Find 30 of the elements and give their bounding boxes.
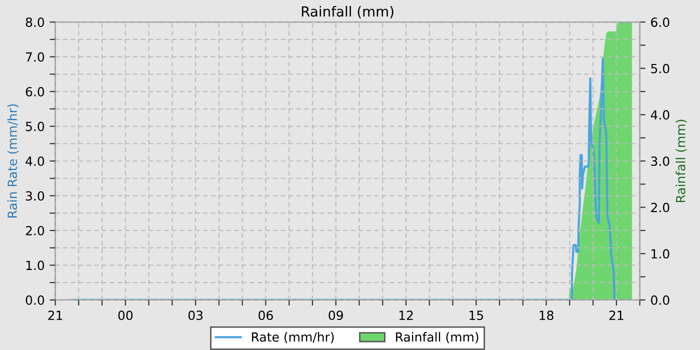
y-tick-label: 6.0 (26, 86, 44, 96)
x-tick-label: 21 (48, 310, 62, 320)
y2-tick-label: 5.0 (651, 64, 670, 74)
x-tick-label: 18 (540, 310, 554, 320)
legend-label: Rainfall (mm) (396, 332, 478, 344)
x-tick-label: 15 (470, 310, 483, 320)
y-tick-label: 8.0 (26, 18, 44, 27)
chart-title: Rainfall (mm) (302, 6, 394, 18)
y2-tick-label: 2.0 (651, 202, 670, 212)
y2-tick-label: 1.0 (652, 249, 670, 259)
y-tick-label: 2.0 (26, 226, 44, 236)
y2-tick-label: 4.0 (650, 110, 670, 120)
y-tick-label: 7.0 (26, 52, 44, 62)
y-tick-label: 0.0 (26, 295, 44, 305)
x-tick-label: 09 (328, 310, 343, 320)
y-tick-label: 3.0 (26, 191, 44, 201)
legend-label: Rate (mm/hr) (252, 332, 334, 344)
y2-tick-label: 6.0 (651, 18, 670, 27)
y-tick-label: 4.0 (26, 156, 44, 166)
x-tick-label: 21 (609, 310, 624, 320)
y2-tick-label: 3.0 (651, 156, 670, 166)
y-tick-label: 1.0 (26, 260, 44, 270)
x-tick-label: 12 (399, 310, 413, 320)
y-tick-label: 5.0 (26, 122, 44, 132)
y2-axis-title: Rainfall (mm) (676, 120, 687, 202)
y-axis-title: Rain Rate (mm/hr) (7, 104, 18, 218)
x-tick-label: 00 (118, 310, 133, 320)
x-tick-label: 06 (258, 310, 273, 320)
x-tick-label: 03 (188, 310, 203, 320)
y2-tick-label: 0.0 (651, 295, 670, 305)
